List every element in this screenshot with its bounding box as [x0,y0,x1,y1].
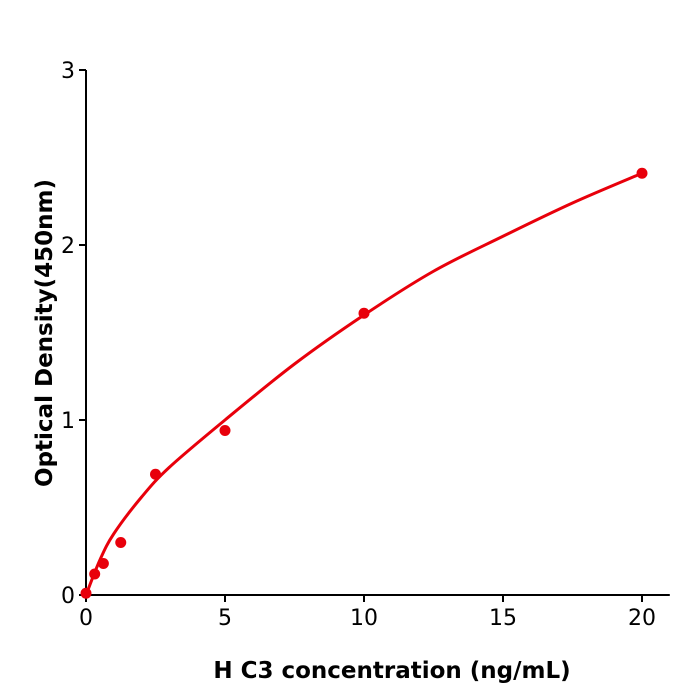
y-tick-label: 2 [61,234,75,259]
x-tick-label: 20 [628,606,656,631]
y-tick-label: 0 [61,584,75,609]
fit-curve [84,171,643,596]
axes: 0 5 10 15 20 0 1 2 3 [61,59,670,631]
x-axis-title: H C3 concentration (ng/mL) [213,658,570,684]
data-point [97,558,109,569]
data-point [80,587,92,599]
x-tick-label: 15 [489,606,517,631]
data-point [219,425,231,436]
data-points [80,167,648,599]
x-tick-label: 5 [218,606,232,631]
x-tick-label: 10 [350,606,378,631]
data-point [115,537,127,548]
data-point [89,568,101,580]
y-axis-title: Optical Density(450nm) [32,179,58,487]
data-point [636,167,648,179]
data-point [358,307,370,319]
y-tick-label: 1 [61,409,75,434]
y-tick-label: 3 [61,59,75,84]
x-tick-label: 0 [79,606,93,631]
data-point [150,468,161,480]
